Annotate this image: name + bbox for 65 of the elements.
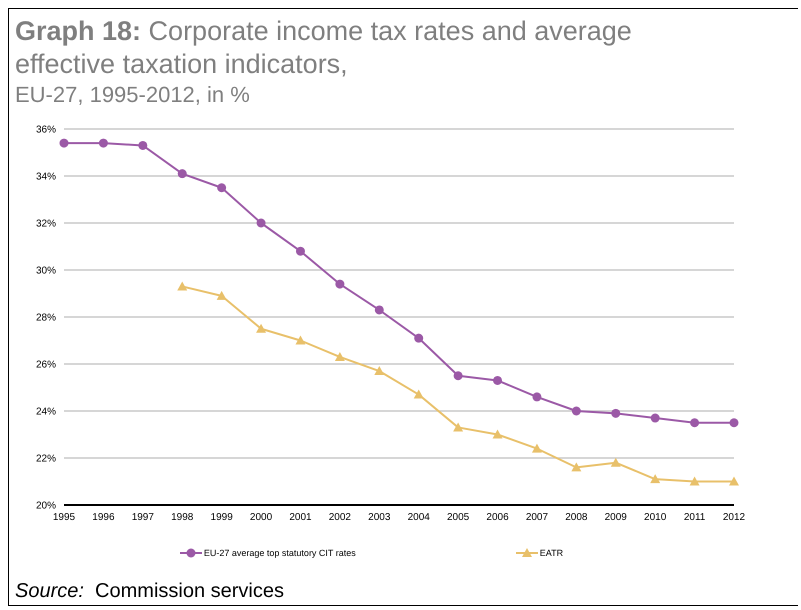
y-tick-label: 36% <box>36 124 56 136</box>
point <box>178 169 187 178</box>
point <box>572 406 581 416</box>
x-tick-label: 1999 <box>210 512 234 524</box>
point <box>374 366 384 376</box>
x-tick-label: 2008 <box>565 512 588 524</box>
chart-subtitle: EU-27, 1995-2012, in % <box>15 81 251 109</box>
point <box>374 305 384 314</box>
point <box>216 290 227 300</box>
x-tick-label: 2000 <box>250 512 273 524</box>
point <box>690 476 700 486</box>
y-tick-label: 26% <box>36 360 56 371</box>
point <box>650 474 660 484</box>
chart-title: Graph 18: Corporate income tax rates and average effective taxation indicators, <box>15 16 632 79</box>
legend-label: EATR <box>540 548 564 558</box>
y-tick-label: 22% <box>36 454 56 465</box>
x-tick-label: 2003 <box>368 512 391 524</box>
x-tick-label: 1995 <box>52 512 76 524</box>
y-tick-label: 30% <box>36 266 56 277</box>
x-tick-label: 1996 <box>92 512 115 524</box>
y-tick-label: 28% <box>36 312 56 324</box>
point <box>610 458 621 467</box>
point <box>414 390 424 399</box>
point <box>730 418 738 428</box>
point <box>690 418 700 428</box>
point <box>334 352 345 361</box>
source-note: Source: Commission services <box>15 580 284 602</box>
point <box>217 183 226 192</box>
y-tick-label: 20% <box>36 500 56 512</box>
point <box>138 140 148 150</box>
x-tick-label: 2001 <box>289 512 312 524</box>
point <box>650 414 660 423</box>
x-tick-label: 2006 <box>486 512 510 524</box>
point <box>335 280 344 289</box>
point <box>98 138 108 148</box>
x-tick-label: 2002 <box>328 512 352 524</box>
y-tick-label: 24% <box>36 406 56 418</box>
x-tick-label: 1998 <box>171 512 194 524</box>
point <box>60 138 68 148</box>
point <box>571 462 582 472</box>
point <box>296 246 305 256</box>
x-tick-label: 2005 <box>446 512 470 524</box>
x-tick-label: 2010 <box>644 512 667 524</box>
x-tick-label: 1997 <box>132 512 154 524</box>
point <box>454 371 463 380</box>
point <box>295 336 306 344</box>
point <box>532 392 542 402</box>
point <box>611 408 620 418</box>
point <box>729 476 739 486</box>
x-tick-label: 2004 <box>408 512 430 524</box>
point <box>256 324 266 333</box>
legend-label: EU-27 average top statutory CIT rates <box>204 548 356 558</box>
point <box>177 281 188 290</box>
y-tick-label: 34% <box>36 172 56 183</box>
point <box>493 376 502 385</box>
point <box>453 422 464 432</box>
y-tick-label: 32% <box>36 218 56 230</box>
point <box>492 430 503 438</box>
x-tick-label: 2011 <box>684 512 706 524</box>
x-tick-label: 2012 <box>722 512 746 524</box>
point <box>256 218 266 228</box>
x-tick-label: 2007 <box>526 512 548 524</box>
x-tick-label: 2009 <box>604 512 628 524</box>
point <box>414 334 424 343</box>
point <box>532 444 542 453</box>
